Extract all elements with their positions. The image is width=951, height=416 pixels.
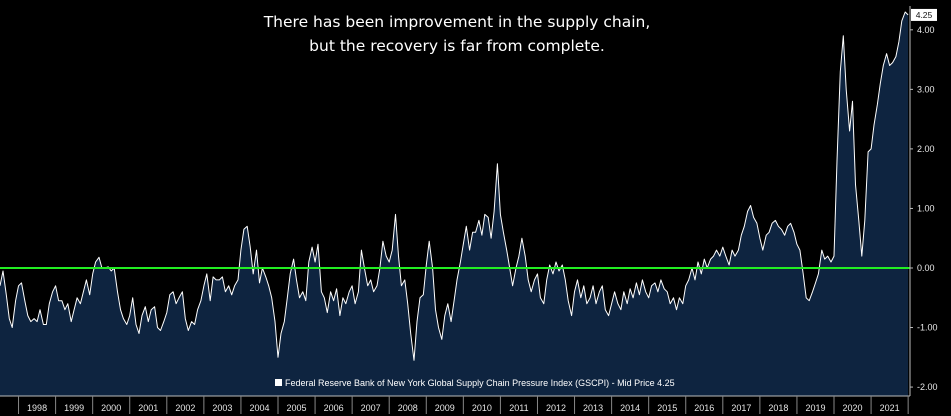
legend: Federal Reserve Bank of New York Global … — [275, 378, 675, 388]
y-tick-label: 2.00 — [917, 144, 935, 154]
plot-area — [0, 11, 909, 396]
legend-swatch — [275, 379, 282, 386]
x-tick-label: 2018 — [768, 403, 788, 413]
x-tick-label: 2021 — [880, 403, 900, 413]
x-tick-label: 1999 — [64, 403, 84, 413]
last-value-box — [911, 8, 937, 21]
title-line-2: but the recovery is far from complete. — [309, 37, 605, 55]
y-tick-label: 3.00 — [917, 84, 935, 94]
x-tick-label: 2008 — [398, 403, 418, 413]
series-line — [0, 11, 909, 361]
x-tick-label: 2004 — [249, 403, 269, 413]
x-tick-label: 2002 — [175, 403, 195, 413]
title-line-1: There has been improvement in the supply… — [263, 13, 651, 31]
y-tick-label: 0.00 — [917, 263, 935, 273]
x-tick-label: 2017 — [731, 403, 751, 413]
x-tick-label: 2020 — [843, 403, 863, 413]
x-tick-label: 2019 — [805, 403, 825, 413]
x-tick-label: 2010 — [472, 403, 492, 413]
x-axis: 1998 1999 2000 2001 2002 2003 2004 2005 2006 2007… — [0, 395, 910, 414]
x-tick-label: 2005 — [287, 403, 307, 413]
x-tick-label: 2006 — [324, 403, 344, 413]
last-value-tag: 4.25 — [911, 8, 937, 21]
y-tick-label: -1.00 — [917, 323, 938, 333]
series-area-fill — [0, 12, 909, 396]
x-tick-label: 2016 — [694, 403, 714, 413]
x-tick-label: 2007 — [361, 403, 381, 413]
chart-title: There has been improvement in the supply… — [263, 13, 651, 55]
x-tick-label: 1998 — [27, 403, 47, 413]
x-tick-label: 2014 — [620, 403, 640, 413]
x-tick-label: 2000 — [101, 403, 121, 413]
x-tick-label: 2013 — [583, 403, 603, 413]
y-axis: 4.00 3.00 2.00 1.00 0.00 -1.00 -2.00 — [909, 6, 938, 396]
x-tick-label: 2012 — [546, 403, 566, 413]
x-tick-label: 2009 — [435, 403, 455, 413]
x-tick-label: 2001 — [138, 403, 158, 413]
x-tick-label: 2003 — [212, 403, 232, 413]
y-tick-label: 1.00 — [917, 203, 935, 213]
x-tick-label: 2011 — [509, 403, 528, 413]
y-tick-label: -2.00 — [917, 382, 938, 392]
last-value-label: 4.25 — [916, 10, 933, 20]
legend-label: Federal Reserve Bank of New York Global … — [285, 378, 675, 388]
y-tick-label: 4.00 — [917, 25, 935, 35]
x-tick-label: 2015 — [657, 403, 677, 413]
